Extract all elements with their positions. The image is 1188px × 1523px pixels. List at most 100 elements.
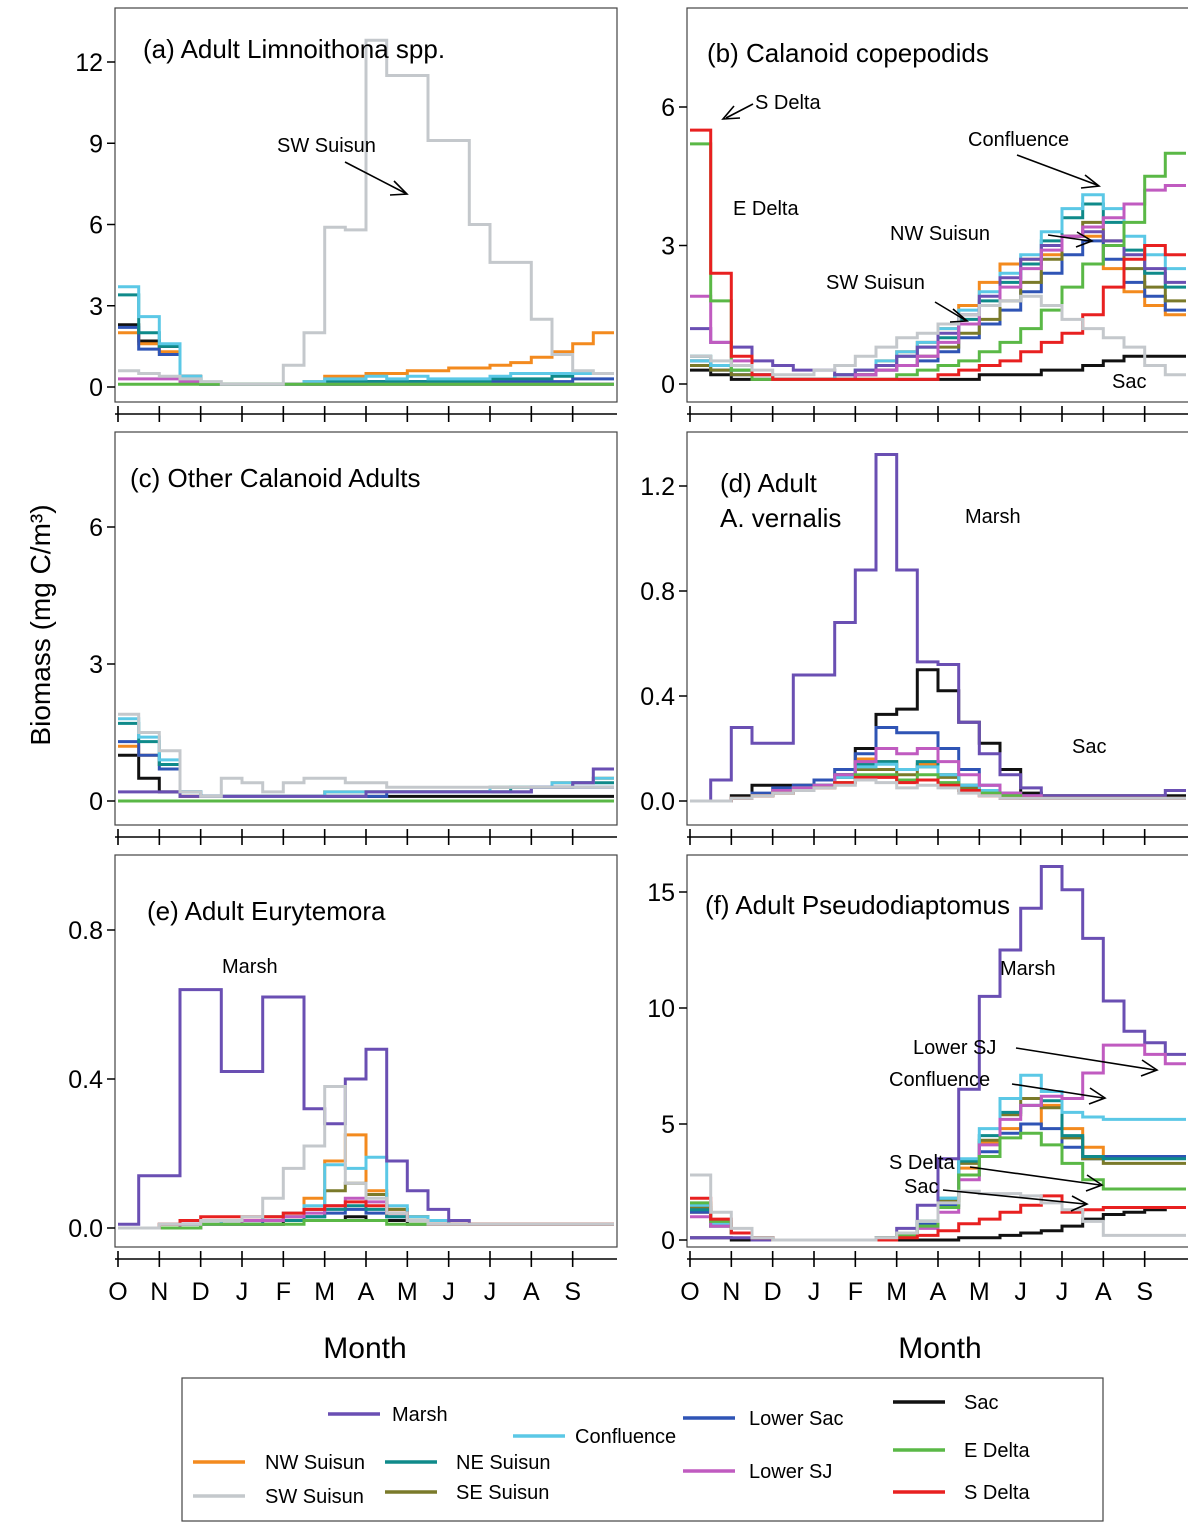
xtick-label-f-1: N bbox=[722, 1278, 740, 1306]
ytick-label-a-2: 6 bbox=[89, 212, 103, 240]
anno-f-marsh: Marsh bbox=[1000, 958, 1056, 980]
xtick-label-f-3: J bbox=[808, 1278, 821, 1306]
ytick-label-c-2: 6 bbox=[89, 514, 103, 542]
anno-f-confluence: Confluence bbox=[889, 1069, 990, 1091]
legend-label-lower-sac: Lower Sac bbox=[749, 1408, 844, 1430]
anno-b-nw-suisun: NW Suisun bbox=[890, 223, 990, 245]
anno-d-sac: Sac bbox=[1072, 736, 1106, 758]
xtick-label-f-2: D bbox=[764, 1278, 782, 1306]
ytick-label-a-0: 0 bbox=[89, 374, 103, 402]
anno-a-sw-suisun: SW Suisun bbox=[277, 135, 376, 157]
panel-b-title: (b) Calanoid copepodids bbox=[707, 38, 989, 68]
y-axis-title: Biomass (mg C/m³) bbox=[25, 504, 56, 745]
xtick-label-e-3: J bbox=[236, 1278, 249, 1306]
legend-label-ne-suisun: NE Suisun bbox=[456, 1452, 551, 1474]
xtick-label-f-5: M bbox=[886, 1278, 907, 1306]
series-f-sw-suisun bbox=[690, 1173, 1186, 1242]
ytick-label-b-1: 3 bbox=[661, 233, 675, 261]
annotations: SW Suisun S Delta E Delta SW Suisun Conf… bbox=[222, 92, 1159, 1212]
xtick-label-e-7: M bbox=[397, 1278, 418, 1306]
series-b-lower-sac bbox=[690, 239, 1186, 381]
panel-b: (b) Calanoid copepodids 0 3 6 bbox=[661, 7, 1188, 422]
series-d-marsh bbox=[690, 453, 1186, 803]
ytick-label-f-3: 15 bbox=[647, 879, 675, 907]
ytick-label-f-2: 10 bbox=[647, 995, 675, 1023]
anno-b-e-delta: E Delta bbox=[733, 198, 799, 220]
panel-f-title: (f) Adult Pseudodiaptomus bbox=[705, 890, 1010, 920]
anno-b-sac: Sac bbox=[1112, 371, 1146, 393]
legend-label-lower-sj: Lower SJ bbox=[749, 1461, 832, 1483]
ytick-label-f-1: 5 bbox=[661, 1111, 675, 1139]
ytick-label-c-1: 3 bbox=[89, 651, 103, 679]
legend-label-s-delta: S Delta bbox=[964, 1482, 1030, 1504]
legend-label-nw-suisun: NW Suisun bbox=[265, 1452, 365, 1474]
legend-label-sac: Sac bbox=[964, 1392, 998, 1414]
xtick-label-e-11: S bbox=[564, 1278, 581, 1306]
series-a-sw-suisun bbox=[118, 38, 614, 386]
ytick-label-d-3: 1.2 bbox=[640, 473, 675, 501]
ytick-label-b-2: 6 bbox=[661, 94, 675, 122]
legend-label-marsh: Marsh bbox=[392, 1404, 448, 1426]
xtick-label-f-11: S bbox=[1136, 1278, 1153, 1306]
legend-label-confluence: Confluence bbox=[575, 1426, 676, 1448]
ytick-label-c-0: 0 bbox=[89, 788, 103, 816]
x-axis-title-left: Month bbox=[323, 1332, 406, 1365]
legend: Marsh Confluence Lower Sac Sac NW Suisun NE S… bbox=[181, 1377, 1104, 1522]
legend-label-e-delta: E Delta bbox=[964, 1440, 1030, 1462]
xtick-label-f-0: O bbox=[680, 1278, 699, 1306]
anno-e-marsh: Marsh bbox=[222, 956, 278, 978]
panel-d-title-line2: A. vernalis bbox=[720, 503, 841, 533]
series-b-e-delta bbox=[690, 142, 1186, 381]
x-axis-title-right: Month bbox=[898, 1332, 981, 1365]
series-b-s-delta bbox=[690, 128, 1186, 381]
panel-c-title: (c) Other Calanoid Adults bbox=[130, 463, 420, 493]
anno-f-lower-sj: Lower SJ bbox=[913, 1037, 996, 1059]
series-b-sw-suisun bbox=[690, 294, 1186, 377]
series-c-sac bbox=[118, 753, 614, 798]
anno-f-s-delta: S Delta bbox=[889, 1152, 955, 1174]
series-c-sw-suisun bbox=[118, 712, 614, 798]
anno-b-s-delta: S Delta bbox=[755, 92, 821, 114]
panel-a-title: (a) Adult Limnoithona spp. bbox=[143, 34, 445, 64]
panel-d: (d) Adult A. vernalis 0.0 0.4 0.8 1.2 bbox=[640, 431, 1188, 845]
ytick-label-a-1: 3 bbox=[89, 293, 103, 321]
ytick-label-a-3: 9 bbox=[89, 130, 103, 158]
xtick-label-f-9: J bbox=[1056, 1278, 1069, 1306]
xtick-label-f-8: J bbox=[1014, 1278, 1027, 1306]
legend-label-se-suisun: SE Suisun bbox=[456, 1482, 549, 1504]
series-c-nw-suisun bbox=[118, 744, 614, 798]
series-e-sac bbox=[118, 1215, 614, 1230]
panel-c: (c) Other Calanoid Adults 0 3 6 bbox=[89, 431, 618, 845]
series-a-ne-suisun bbox=[118, 293, 614, 386]
xtick-label-e-4: F bbox=[276, 1278, 291, 1306]
ytick-label-d-0: 0.0 bbox=[640, 788, 675, 816]
xtick-label-e-0: O bbox=[108, 1278, 127, 1306]
xtick-label-f-6: A bbox=[930, 1278, 947, 1306]
ytick-label-a-4: 12 bbox=[75, 49, 103, 77]
panel-a: (a) Adult Limnoithona spp. 0 3 6 9 12 bbox=[75, 7, 618, 422]
series-a-confluence bbox=[118, 285, 614, 386]
ytick-label-e-2: 0.8 bbox=[68, 917, 103, 945]
xtick-label-f-4: F bbox=[848, 1278, 863, 1306]
ytick-label-b-0: 0 bbox=[661, 371, 675, 399]
xtick-label-e-9: J bbox=[484, 1278, 497, 1306]
panel-e: (e) Adult Eurytemora 0.00.40.8O N D J F M A M J J… bbox=[68, 854, 618, 1306]
xtick-label-e-1: N bbox=[150, 1278, 168, 1306]
xtick-label-e-10: A bbox=[523, 1278, 540, 1306]
ytick-label-d-2: 0.8 bbox=[640, 578, 675, 606]
xtick-label-e-2: D bbox=[192, 1278, 210, 1306]
series-c-confluence bbox=[118, 717, 614, 798]
anno-b-confluence: Confluence bbox=[968, 129, 1069, 151]
anno-d-marsh: Marsh bbox=[965, 506, 1021, 528]
panel-d-title-line1: (d) Adult bbox=[720, 468, 818, 498]
series-d-sw-suisun bbox=[690, 778, 1186, 803]
series-c-ne-suisun bbox=[118, 721, 614, 798]
xtick-label-e-6: A bbox=[358, 1278, 375, 1306]
series-e-sw-suisun bbox=[118, 1085, 614, 1230]
anno-b-sw-suisun: SW Suisun bbox=[826, 272, 925, 294]
ytick-label-d-1: 0.4 bbox=[640, 683, 675, 711]
panel-e-title: (e) Adult Eurytemora bbox=[147, 896, 386, 926]
xtick-label-f-10: A bbox=[1095, 1278, 1112, 1306]
